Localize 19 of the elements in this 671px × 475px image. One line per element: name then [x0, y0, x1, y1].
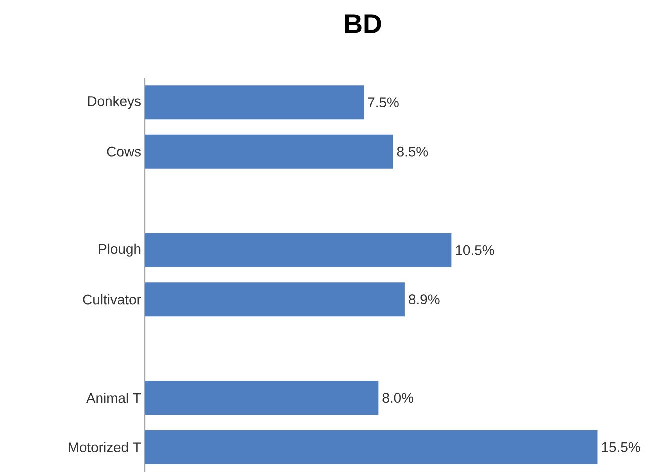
data-label: 8.9%	[409, 294, 440, 305]
bar	[145, 86, 364, 120]
data-label: 15.5%	[602, 442, 640, 452]
y-tick-label: Donkeys	[88, 96, 141, 110]
bar	[145, 381, 379, 416]
y-tick-label: Cows	[107, 146, 141, 157]
chart-title: BD	[345, 14, 382, 34]
data-label: 10.5%	[456, 245, 494, 256]
bar	[145, 430, 598, 464]
y-tick-label: Animal T	[86, 392, 142, 404]
y-tick-label: Cultivator	[83, 294, 142, 305]
bar	[145, 233, 452, 268]
data-label: 8.0%	[382, 393, 414, 404]
data-label: 8.5%	[397, 146, 428, 157]
y-tick-label: Motorized T	[68, 442, 142, 452]
bar	[145, 134, 394, 169]
y-tick-label: Plough	[99, 244, 141, 257]
data-label: 7.5%	[368, 98, 399, 108]
bar	[145, 282, 405, 317]
